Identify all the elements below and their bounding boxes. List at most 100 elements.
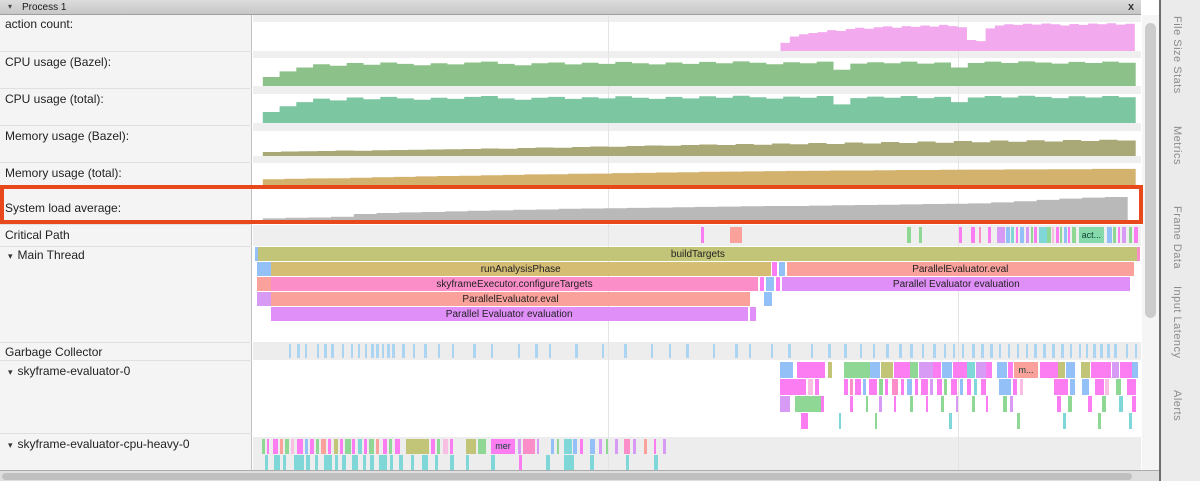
- event-block[interactable]: [352, 455, 359, 470]
- critical-path-tick[interactable]: [979, 227, 982, 243]
- critical-path-tick[interactable]: [701, 227, 705, 243]
- event-block[interactable]: [910, 396, 914, 412]
- gc-tick[interactable]: [437, 344, 441, 358]
- event-block[interactable]: [1118, 396, 1123, 412]
- gc-tick[interactable]: [297, 344, 300, 358]
- critical-path-tick[interactable]: [1046, 227, 1051, 243]
- thread-span[interactable]: ParallelEvaluator.eval: [786, 262, 1134, 276]
- collapse-arrow-icon[interactable]: ▾: [8, 367, 13, 377]
- critical-path-tick[interactable]: [1025, 227, 1029, 243]
- event-block[interactable]: [284, 439, 289, 454]
- critical-path-tick[interactable]: [988, 227, 992, 243]
- event-block[interactable]: [643, 439, 647, 454]
- gc-tick[interactable]: [1114, 344, 1117, 358]
- gc-tick[interactable]: [788, 344, 791, 358]
- thread-span-fragment[interactable]: [256, 262, 271, 276]
- event-block[interactable]: [633, 439, 637, 454]
- critical-path-tick[interactable]: [729, 227, 742, 243]
- gc-tick[interactable]: [371, 344, 374, 358]
- event-block[interactable]: [839, 413, 842, 429]
- event-block[interactable]: [959, 379, 963, 395]
- gc-tick[interactable]: [1107, 344, 1110, 358]
- event-block[interactable]: [1116, 379, 1122, 395]
- gc-tick[interactable]: [288, 344, 292, 358]
- gc-tick[interactable]: [424, 344, 427, 358]
- event-block[interactable]: [910, 362, 919, 378]
- event-block[interactable]: [901, 379, 905, 395]
- thread-span-fragment[interactable]: [778, 262, 785, 276]
- event-block[interactable]: [606, 439, 609, 454]
- event-block[interactable]: [808, 379, 813, 395]
- thread-span-fragment[interactable]: [256, 292, 271, 306]
- event-block[interactable]: [914, 379, 918, 395]
- event-block[interactable]: [376, 439, 380, 454]
- event-block[interactable]: [398, 455, 403, 470]
- event-block[interactable]: [357, 439, 362, 454]
- gc-tick[interactable]: [1093, 344, 1096, 358]
- gc-tick[interactable]: [990, 344, 993, 358]
- gc-tick[interactable]: [770, 344, 774, 358]
- event-block[interactable]: [855, 379, 862, 395]
- event-block[interactable]: [279, 439, 283, 454]
- event-block[interactable]: [556, 439, 559, 454]
- event-block[interactable]: [599, 439, 603, 454]
- close-icon[interactable]: x: [1128, 1, 1135, 13]
- event-block[interactable]: [654, 439, 657, 454]
- thread-span[interactable]: ParallelEvaluator.eval: [270, 292, 751, 306]
- event-block[interactable]: [1119, 362, 1132, 378]
- event-block[interactable]: [304, 439, 308, 454]
- gc-tick[interactable]: [324, 344, 327, 358]
- event-block[interactable]: [316, 439, 320, 454]
- critical-path-tick[interactable]: [1015, 227, 1018, 243]
- event-block[interactable]: [624, 439, 631, 454]
- gc-tick[interactable]: [952, 344, 956, 358]
- critical-path-tick[interactable]: [1063, 227, 1067, 243]
- gc-tick[interactable]: [844, 344, 847, 358]
- sidebar-tab-alerts[interactable]: Alerts: [1171, 390, 1183, 422]
- event-block[interactable]: [1094, 379, 1104, 395]
- gc-tick[interactable]: [548, 344, 552, 358]
- thread-span-fragment[interactable]: [760, 277, 765, 291]
- gc-tick[interactable]: [601, 344, 605, 358]
- gc-tick[interactable]: [859, 344, 862, 358]
- gc-tick[interactable]: [910, 344, 913, 358]
- event-block[interactable]: [466, 455, 470, 470]
- event-block[interactable]: [1020, 379, 1024, 395]
- event-block[interactable]: [421, 455, 428, 470]
- counter-chart-memory-usage-bazel[interactable]: [253, 131, 1141, 156]
- event-block[interactable]: [797, 362, 826, 378]
- event-block[interactable]: [411, 455, 415, 470]
- event-block[interactable]: [334, 455, 338, 470]
- event-block[interactable]: [389, 455, 393, 470]
- vertical-scrollbar[interactable]: [1142, 15, 1159, 470]
- event-block[interactable]: [293, 455, 304, 470]
- critical-path-label-box[interactable]: act...: [1078, 227, 1104, 243]
- event-block[interactable]: [794, 396, 821, 412]
- event-block[interactable]: [435, 455, 439, 470]
- critical-path-tick[interactable]: [1068, 227, 1071, 243]
- event-block[interactable]: [997, 362, 1008, 378]
- gc-tick[interactable]: [1016, 344, 1020, 358]
- gc-tick[interactable]: [1052, 344, 1055, 358]
- gc-tick[interactable]: [735, 344, 738, 358]
- event-block[interactable]: [315, 455, 319, 470]
- event-label-box[interactable]: mer: [490, 439, 515, 454]
- gc-tick[interactable]: [451, 344, 455, 358]
- gc-tick[interactable]: [872, 344, 876, 358]
- gc-tick[interactable]: [387, 344, 390, 358]
- gc-tick[interactable]: [961, 344, 965, 358]
- event-block[interactable]: [1056, 396, 1061, 412]
- event-block[interactable]: [283, 455, 287, 470]
- event-block[interactable]: [1009, 396, 1013, 412]
- event-block[interactable]: [950, 379, 957, 395]
- thread-span-fragment[interactable]: [1137, 247, 1141, 261]
- event-block[interactable]: [388, 439, 392, 454]
- event-block[interactable]: [1062, 413, 1066, 429]
- critical-path-tick[interactable]: [1060, 227, 1063, 243]
- gc-tick[interactable]: [341, 344, 345, 358]
- event-block[interactable]: [590, 455, 595, 470]
- event-block[interactable]: [450, 455, 455, 470]
- event-block[interactable]: [936, 379, 942, 395]
- event-block[interactable]: [1016, 413, 1020, 429]
- gc-tick[interactable]: [1034, 344, 1037, 358]
